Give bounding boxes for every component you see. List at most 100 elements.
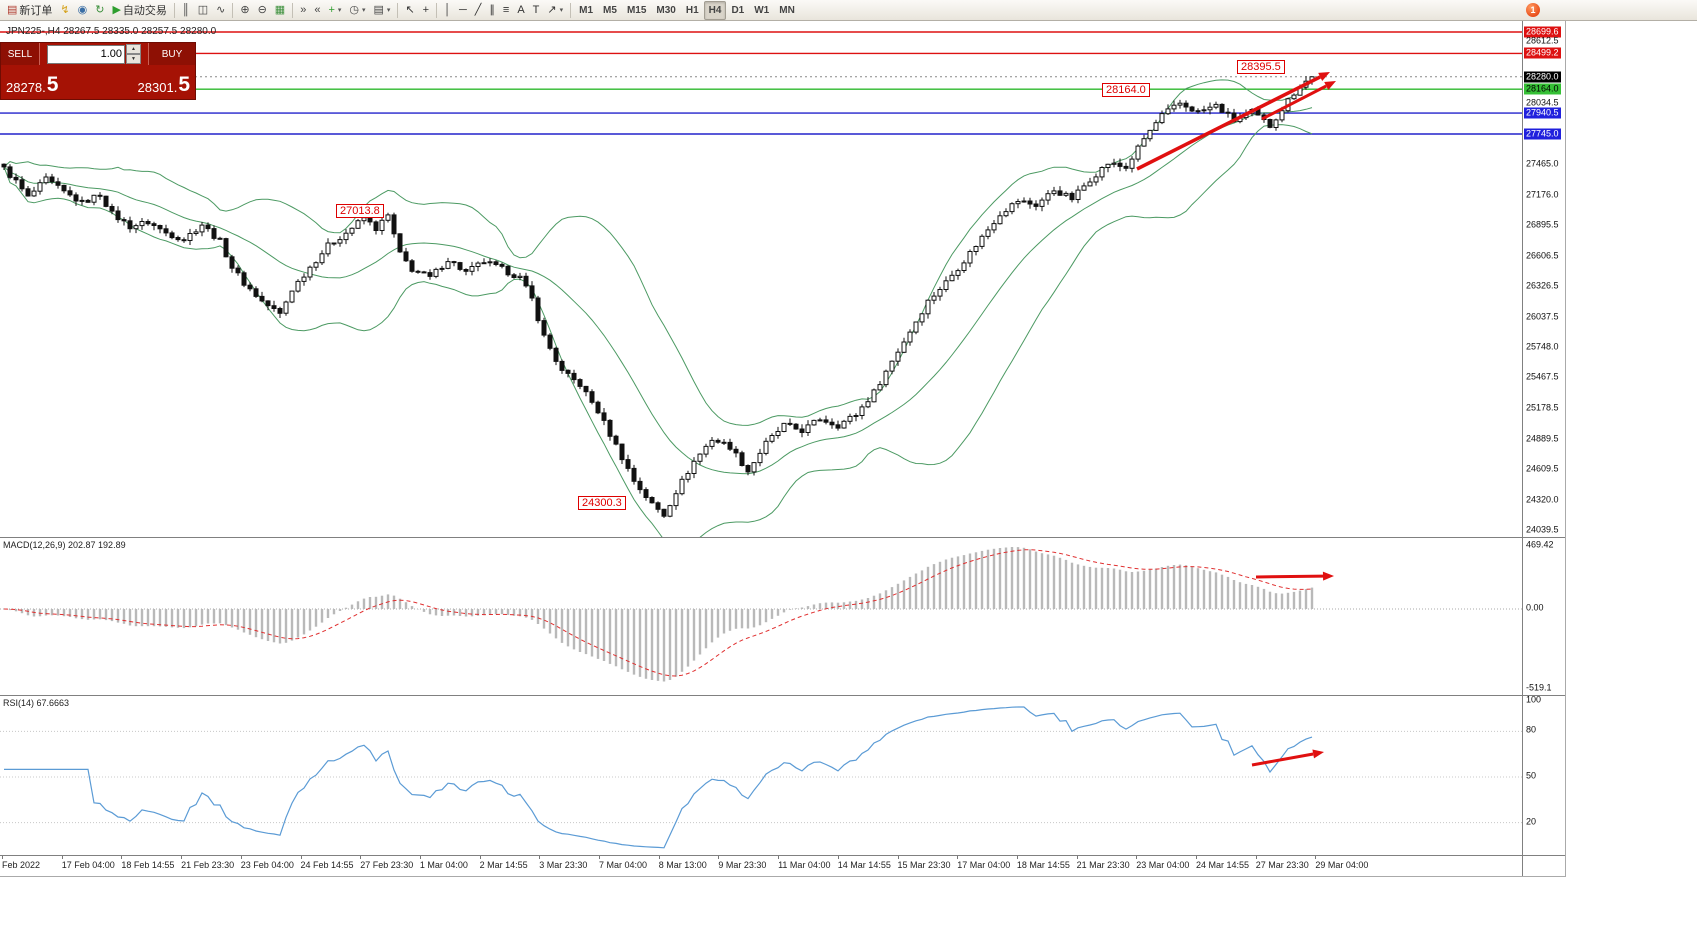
timeframe-h4-button[interactable]: H4 — [703, 0, 727, 20]
arrows-button[interactable]: ↗ ▾ — [543, 1, 567, 20]
annotation-swing-low-1[interactable]: 24300.3 — [578, 496, 626, 510]
annotation-resistance-label[interactable]: 28164.0 — [1102, 83, 1150, 97]
time-axis-label: 3 Mar 23:30 — [539, 860, 588, 870]
chart-ohlc-title: JPN225-,H4 28267.5 28335.0 28257.5 28280… — [6, 26, 217, 37]
time-axis-tick — [718, 856, 720, 859]
label-button[interactable]: T — [529, 1, 544, 20]
new-order-button[interactable]: ▤ 新订单 — [3, 1, 56, 20]
time-axis-label: 21 Mar 23:30 — [1076, 860, 1130, 870]
time-axis-tick — [599, 856, 600, 859]
chart-window[interactable]: JPN225-,H4 28267.5 28335.0 28257.5 28280… — [0, 21, 1566, 877]
price-scale-label: 28280.0 — [1524, 71, 1561, 83]
ohlc-bars-icon: ║ — [181, 3, 190, 16]
cursor-button[interactable]: ↖ — [401, 1, 418, 20]
market-watch-button[interactable]: ◉ — [74, 1, 92, 20]
vertical-line-button[interactable]: │ — [440, 1, 455, 20]
timeframe-m1-button[interactable]: M1 — [579, 4, 594, 16]
sell-price-big-digit: 5 — [46, 73, 59, 97]
volume-down-button[interactable]: ▼ — [126, 54, 141, 64]
auto-scroll-icon: » — [300, 3, 307, 16]
timeframe-m5-button[interactable]: M5 — [603, 4, 617, 16]
time-axis-label: 27 Feb 23:30 — [360, 860, 414, 870]
rsi-label: RSI(14) 67.6663 — [3, 698, 70, 708]
price-scale-label: 25748.0 — [1526, 341, 1559, 352]
buy-price-main: 28301. — [137, 80, 178, 95]
time-axis-tick — [1196, 856, 1197, 859]
timeframe-m30-button[interactable]: M30 — [656, 4, 676, 16]
play-icon: ▶ — [112, 3, 121, 16]
timeframe-w1-button[interactable]: W1 — [754, 4, 770, 16]
timeframe-d1-button[interactable]: D1 — [731, 4, 745, 16]
auto-trading-button-label: 自动交易 — [122, 5, 167, 17]
price-chart-canvas[interactable] — [0, 24, 1522, 548]
time-axis-tick — [2, 856, 3, 859]
price-scale-label: 24320.0 — [1526, 494, 1559, 505]
time-axis-label: 21 Feb 23:30 — [181, 860, 235, 870]
macd-canvas[interactable] — [0, 537, 1565, 695]
time-axis-tick — [1076, 856, 1078, 859]
timeframe-mn-button[interactable]: MN — [779, 4, 795, 16]
sell-button[interactable]: SELL — [1, 43, 40, 65]
line-chart-button[interactable]: ∿ — [212, 1, 229, 20]
periods-button[interactable]: ◷ ▾ — [345, 1, 369, 20]
time-axis-label: 23 Feb 04:00 — [240, 860, 294, 870]
notification-badge[interactable]: 1 — [1526, 3, 1540, 17]
buy-button[interactable]: BUY — [148, 43, 195, 65]
time-axis-tick — [778, 856, 780, 859]
price-scale-label: 24609.5 — [1526, 463, 1559, 474]
price-scale-label: 26895.5 — [1526, 219, 1559, 230]
tile-windows-button[interactable]: ▦ — [271, 1, 289, 20]
time-axis-label: 17 Mar 04:00 — [957, 860, 1011, 870]
price-scale-label: -519.1 — [1526, 682, 1552, 693]
time-axis-label: 18 Mar 14:55 — [1016, 860, 1070, 870]
price-scale-label: 50 — [1526, 770, 1537, 781]
auto-scroll-button[interactable]: » — [296, 1, 310, 20]
refresh-button[interactable]: ↻ — [91, 1, 108, 20]
volume-input[interactable] — [47, 44, 125, 64]
time-axis-tick — [61, 856, 63, 859]
auto-trading-button[interactable]: ▶ 自动交易 — [108, 1, 170, 20]
line-chart-icon: ∿ — [216, 3, 226, 16]
clock-icon: ◷ — [349, 3, 359, 16]
candlestick-button[interactable]: ◫ — [194, 1, 212, 20]
time-axis-label: 27 Mar 23:30 — [1255, 860, 1309, 870]
rsi-canvas[interactable] — [0, 695, 1565, 855]
timeframe-h1-button[interactable]: H1 — [685, 4, 699, 16]
crosshair-button[interactable]: + — [419, 1, 433, 20]
templates-button[interactable]: ▤ ▾ — [370, 1, 395, 20]
volume-up-button[interactable]: ▲ — [126, 44, 141, 54]
timeframe-m15-button[interactable]: M15 — [626, 4, 647, 16]
indicators-button[interactable]: + ▾ — [324, 1, 345, 20]
new-order-button-label: 新订单 — [19, 5, 53, 17]
time-axis-tick — [300, 856, 302, 859]
fibonacci-icon: ≡ — [502, 3, 510, 16]
annotation-swing-high-2[interactable]: 28395.5 — [1237, 60, 1285, 74]
quick-alert-button[interactable]: ↯ — [56, 1, 73, 20]
time-axis-tick — [181, 856, 183, 859]
zoom-out-button[interactable]: ⊖ — [254, 1, 271, 20]
chart-shift-button[interactable]: « — [310, 1, 324, 20]
channel-button[interactable]: ∥ — [485, 1, 499, 20]
horizontal-line-button[interactable]: ─ — [455, 1, 471, 20]
buy-price: 28301. 5 — [98, 65, 195, 99]
ohlc-bars-button[interactable]: ║ — [178, 1, 194, 20]
text-button[interactable]: A — [513, 1, 528, 20]
time-axis-label: 23 Mar 04:00 — [1136, 860, 1190, 870]
sell-price-main: 28278. — [6, 80, 46, 95]
time-axis-label: 15 Mar 23:30 — [897, 860, 951, 870]
time-axis-label: 14 Mar 14:55 — [837, 860, 891, 870]
price-scale-label: 20 — [1526, 816, 1537, 827]
dropdown-caret-icon: ▾ — [559, 7, 564, 14]
trendline-button[interactable]: ╱ — [471, 1, 486, 20]
price-scale[interactable]: 28699.6 28612.5 28499.2 28280.0 28164.0 28034… — [1522, 21, 1565, 876]
annotation-swing-high-1[interactable]: 27013.8 — [336, 204, 384, 218]
vertical-line-icon: │ — [444, 3, 451, 16]
toolbar-buttons: ▤ 新订单 ↯ ◉ ↻ ▶ 自动交易 ║ ◫ ∿ ⊕ ⊖ ▦» «+ ▾ ◷ ▾ ▤ ▾ ↖ + │ ─ ╱ ∥ ≡ A T ↗ ▾ M1 M… — [3, 0, 800, 20]
price-scale-label: 26326.5 — [1526, 280, 1559, 291]
zoom-in-button[interactable]: ⊕ — [236, 1, 253, 20]
time-axis-label: 17 Feb 04:00 — [61, 860, 115, 870]
fibonacci-button[interactable]: ≡ — [499, 1, 513, 20]
time-axis[interactable]: Feb 2022 17 Feb 04:00 18 Feb 14:55 21 Feb 2… — [0, 855, 1565, 876]
price-scale-label: 100 — [1526, 694, 1542, 705]
arrow-objects-icon: ↗ — [547, 3, 557, 16]
